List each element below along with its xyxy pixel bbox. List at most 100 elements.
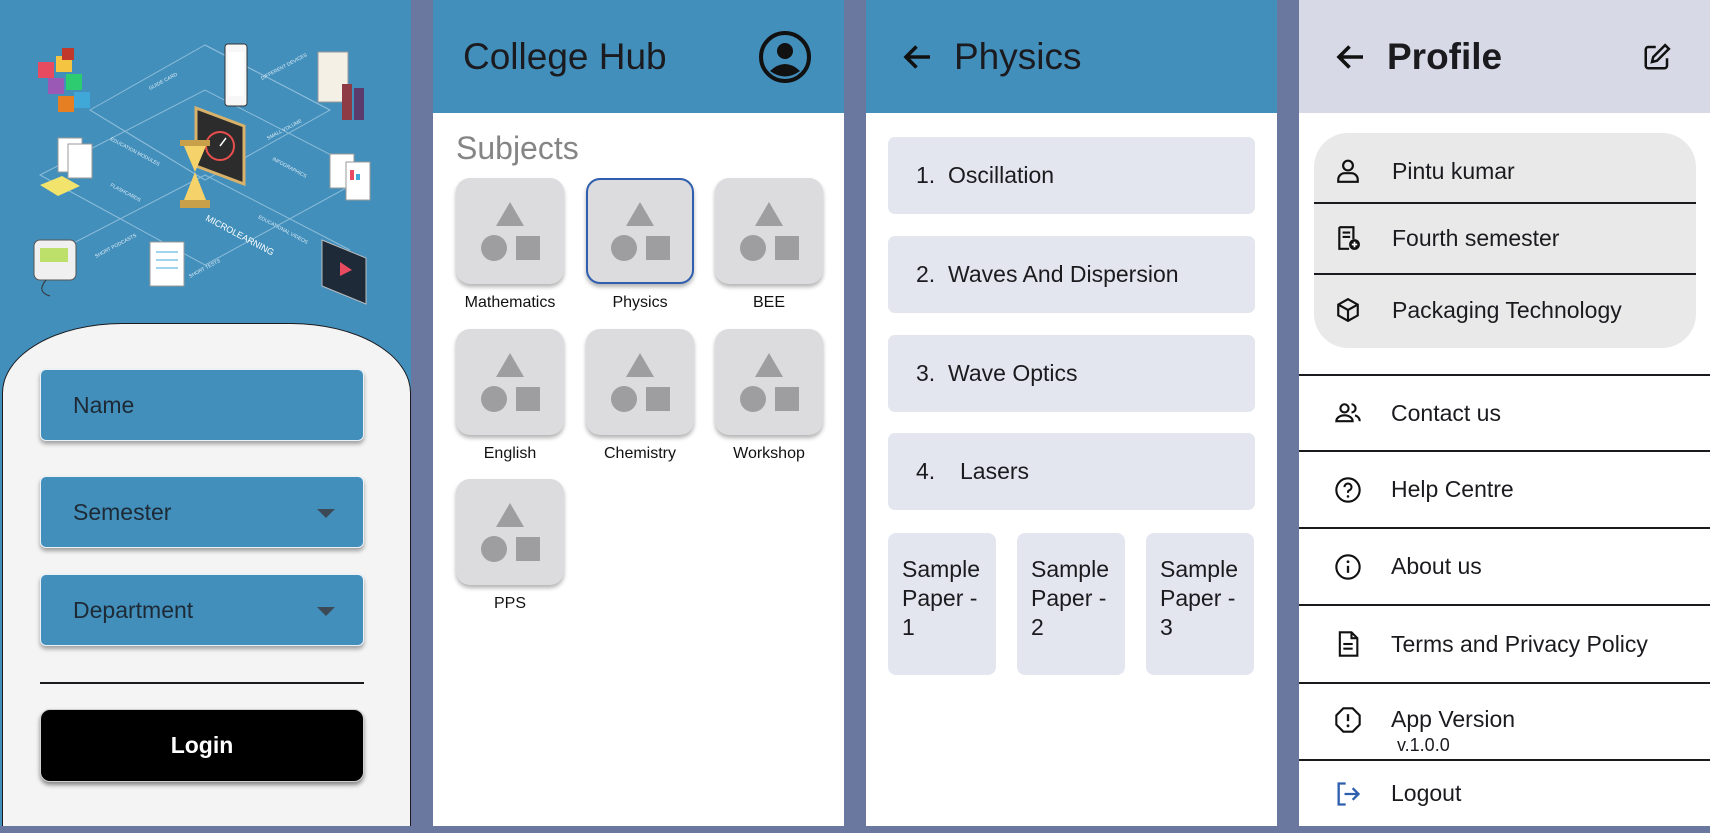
topic-item[interactable]: 1. Oscillation: [888, 137, 1255, 214]
menu-divider: [1299, 604, 1710, 606]
info-divider: [1314, 273, 1696, 275]
app-version-block: App Version v.1.0.0: [1391, 706, 1515, 756]
subject-card-pps[interactable]: PPS: [453, 479, 567, 613]
menu-item-about-us[interactable]: About us: [1299, 529, 1710, 604]
topic-item[interactable]: 2. Waves And Dispersion: [888, 236, 1255, 313]
department-row: Packaging Technology: [1314, 275, 1696, 345]
semester-select[interactable]: Semester: [40, 476, 364, 548]
menu-label: Help Centre: [1391, 476, 1514, 502]
menu-divider: [1299, 374, 1710, 376]
people-icon: [1334, 399, 1362, 427]
svg-text:SHORT TESTS: SHORT TESTS: [188, 258, 222, 280]
topic-item[interactable]: 3. Wave Optics: [888, 335, 1255, 412]
profile-screen: Profile Pintu kumar Fourth semester Pack…: [1299, 0, 1710, 826]
menu-label: App Version: [1391, 706, 1516, 732]
topic-name: Oscillation: [948, 162, 1055, 188]
info-divider: [1314, 202, 1696, 204]
subject-placeholder-icon: [586, 178, 694, 284]
phone-icon: [224, 43, 248, 107]
department-value: Packaging Technology: [1392, 296, 1622, 323]
subject-card-physics[interactable]: Physics: [583, 178, 697, 312]
menu-item-terms[interactable]: Terms and Privacy Policy: [1299, 606, 1710, 682]
account-circle-icon[interactable]: [758, 30, 812, 84]
name-placeholder: Name: [73, 391, 135, 418]
subject-card-mathematics[interactable]: Mathematics: [453, 178, 567, 312]
video-icon: [321, 239, 367, 305]
divider: [40, 682, 364, 684]
menu-divider: [1299, 450, 1710, 452]
back-arrow-icon[interactable]: [1333, 39, 1369, 75]
subject-card-chemistry[interactable]: Chemistry: [583, 329, 697, 463]
subject-label: BEE: [752, 294, 785, 311]
topic-item[interactable]: 4. Lasers: [888, 433, 1255, 510]
topic-number: 2.: [916, 261, 936, 287]
subject-card-workshop[interactable]: Workshop: [712, 329, 826, 463]
menu-label: Terms and Privacy Policy: [1391, 630, 1648, 657]
subject-placeholder-icon: [715, 178, 823, 284]
recorder-icon: [33, 239, 77, 297]
subject-placeholder-icon: [456, 479, 564, 585]
user-name: Pintu kumar: [1392, 157, 1515, 184]
semester-placeholder: Semester: [73, 498, 172, 525]
topic-name: Wave Optics: [948, 360, 1078, 386]
subject-placeholder-icon: [715, 329, 823, 435]
physics-screen: Physics 1. Oscillation 2. Waves And Dispers…: [866, 0, 1277, 826]
hourglass-icon: [180, 140, 210, 208]
books-icon: [317, 51, 364, 120]
person-icon: [1334, 157, 1362, 185]
college-hub-screen: College Hub Subjects Mathematics Physics B…: [433, 0, 844, 826]
svg-text:FLASHCARDS: FLASHCARDS: [109, 182, 142, 203]
topic-number: 3.: [916, 360, 936, 386]
svg-text:EDUCATION MODULES: EDUCATION MODULES: [109, 136, 161, 168]
help-icon: [1334, 476, 1362, 504]
login-screen: MICROLEARNING GUIDE CARD DIFFERENT DEVIC…: [0, 0, 411, 826]
app-title: College Hub: [463, 35, 667, 77]
semester-value: Fourth semester: [1392, 224, 1560, 251]
dropdown-caret-icon: [317, 607, 335, 616]
topic-name: Lasers: [960, 458, 1030, 484]
sample-paper-card[interactable]: Sample Paper - 1: [888, 533, 996, 675]
menu-label: Logout: [1391, 780, 1462, 806]
sample-paper-card[interactable]: Sample Paper - 2: [1017, 533, 1125, 675]
info-icon: [1334, 553, 1362, 581]
subject-label: Mathematics: [464, 294, 556, 311]
flashcards-icon: [40, 137, 93, 196]
subject-card-english[interactable]: English: [453, 329, 567, 463]
topic-number: 1.: [916, 162, 936, 188]
menu-item-app-version[interactable]: App Version v.1.0.0: [1299, 684, 1710, 759]
menu-divider: [1299, 682, 1710, 684]
menu-item-contact-us[interactable]: Contact us: [1299, 376, 1710, 450]
subject-placeholder-icon: [456, 329, 564, 435]
topic-number: 4.: [916, 458, 936, 484]
cubes-icon: [38, 48, 90, 112]
subject-label: Physics: [612, 294, 668, 311]
document-icon: [1334, 630, 1362, 658]
subject-label: English: [483, 445, 537, 462]
svg-text:DIFFERENT DEVICES: DIFFERENT DEVICES: [260, 52, 309, 82]
login-button[interactable]: Login: [40, 709, 364, 782]
edit-icon[interactable]: [1642, 42, 1672, 72]
logout-icon: [1334, 780, 1362, 808]
dropdown-caret-icon: [317, 509, 335, 518]
app-bar: Physics: [866, 0, 1277, 113]
subject-placeholder-icon: [456, 178, 564, 284]
department-placeholder: Department: [73, 596, 194, 623]
name-input[interactable]: Name: [40, 369, 364, 441]
microlearning-illustration: MICROLEARNING GUIDE CARD DIFFERENT DEVIC…: [33, 43, 372, 305]
app-bar: College Hub: [433, 0, 844, 113]
sample-paper-card[interactable]: Sample Paper - 3: [1146, 533, 1254, 675]
user-info-card: Pintu kumar Fourth semester Packaging Te…: [1314, 133, 1696, 348]
subject-label: Workshop: [733, 445, 805, 462]
menu-item-logout[interactable]: Logout: [1299, 761, 1710, 826]
menu-divider: [1299, 527, 1710, 529]
semester-icon: [1334, 224, 1362, 252]
subject-card-bee[interactable]: BEE: [712, 178, 826, 312]
user-name-row: Pintu kumar: [1314, 141, 1696, 201]
infographics-icon: [329, 153, 371, 201]
svg-text:SHORT PODCASTS: SHORT PODCASTS: [94, 232, 138, 259]
department-select[interactable]: Department: [40, 574, 364, 646]
menu-item-help-centre[interactable]: Help Centre: [1299, 452, 1710, 527]
svg-text:EDUCATIONAL VIDEOS: EDUCATIONAL VIDEOS: [257, 214, 309, 246]
topic-name: Waves And Dispersion: [948, 261, 1179, 287]
back-arrow-icon[interactable]: [900, 39, 936, 75]
